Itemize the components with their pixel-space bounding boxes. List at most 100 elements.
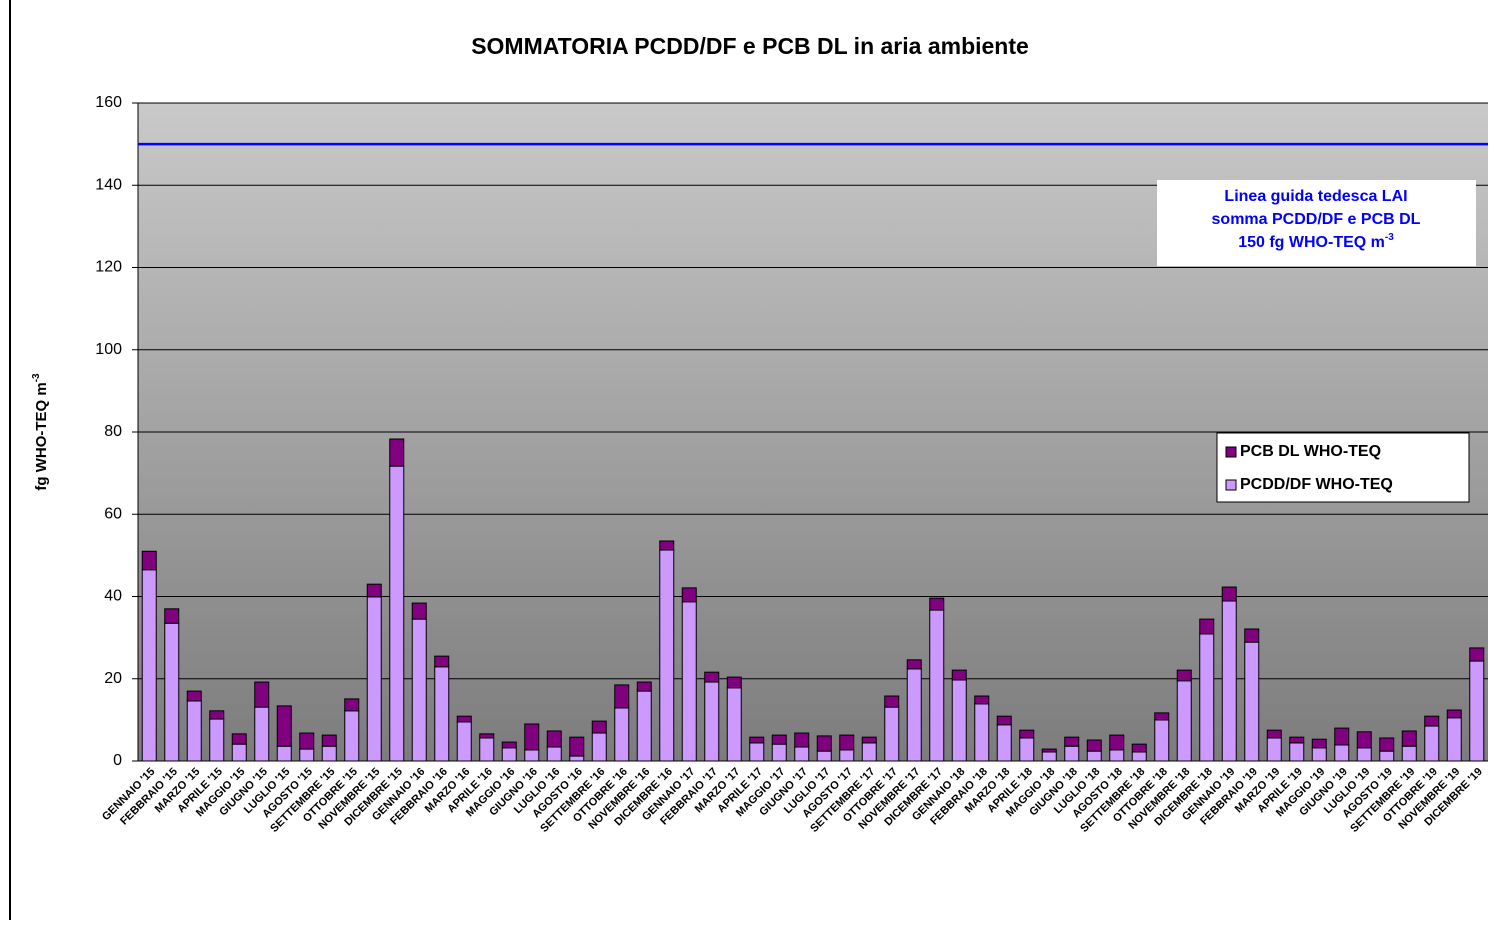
bar-segment <box>929 609 945 762</box>
bar-segment <box>501 747 517 762</box>
bar-segment <box>659 549 675 762</box>
bar-segment <box>1446 717 1462 762</box>
bar-segment <box>141 569 157 762</box>
bar-segment <box>344 710 360 762</box>
bar-segment <box>614 684 630 709</box>
bar-segment <box>456 715 472 723</box>
bar-segment <box>164 608 180 624</box>
bar-segment <box>794 746 810 762</box>
bar-segment <box>276 745 292 762</box>
bar-segment <box>1401 745 1417 762</box>
bar-segment <box>1041 751 1057 762</box>
bar-segment <box>749 742 765 762</box>
bar-segment <box>861 742 877 762</box>
bar-segment <box>569 736 585 757</box>
bar-segment <box>726 676 742 689</box>
bar-segment <box>434 655 450 668</box>
bar-segment <box>1244 641 1260 762</box>
bar-segment <box>951 669 967 681</box>
bar-segment <box>299 748 315 762</box>
bar-segment <box>186 690 202 702</box>
bar-segment <box>434 666 450 762</box>
bar-segment <box>1176 669 1192 682</box>
bar-segment <box>456 721 472 762</box>
bar-segment <box>681 601 697 762</box>
bar-segment <box>1019 737 1035 762</box>
bar-segment <box>816 750 832 762</box>
bar-segment <box>659 540 675 551</box>
annotation-text: Linea guida tedesca LAI <box>1224 188 1407 205</box>
y-tick-label: 100 <box>95 341 122 358</box>
bar-segment <box>1469 647 1485 662</box>
bar-segment <box>209 718 225 762</box>
annotation-text: 150 fg WHO-TEQ m-3 <box>1238 232 1394 251</box>
bar-segment <box>1266 729 1282 739</box>
bar-segment <box>141 550 157 571</box>
bar-segment <box>771 734 787 745</box>
bar-segment <box>366 583 382 598</box>
bar-segment <box>1424 725 1440 762</box>
bar-segment <box>1424 715 1440 727</box>
bar-segment <box>501 741 517 749</box>
bar-segment <box>231 743 247 762</box>
y-axis-label-sup: -3 <box>31 373 42 382</box>
bar-segment <box>1334 727 1350 746</box>
bar-segment <box>254 706 270 762</box>
y-tick-label: 20 <box>104 670 122 687</box>
bar-segment <box>749 736 765 744</box>
bar-segment <box>1221 586 1237 602</box>
bar-segment <box>389 465 405 762</box>
y-tick-label: 0 <box>113 752 122 769</box>
bar-segment <box>996 724 1012 762</box>
bar-segment <box>591 732 607 762</box>
y-tick-label: 160 <box>95 94 122 111</box>
bar-segment <box>321 745 337 762</box>
bar-segment <box>254 681 270 708</box>
bar-segment <box>996 715 1012 726</box>
bar-segment <box>1289 742 1305 762</box>
bar-segment <box>1311 747 1327 762</box>
bar-segment <box>231 733 247 745</box>
bar-segment <box>614 707 630 762</box>
bar-segment <box>1109 749 1125 762</box>
bar-segment <box>1109 734 1125 751</box>
bar-segment <box>1064 736 1080 747</box>
y-tick-label: 140 <box>95 176 122 193</box>
bar-segment <box>1019 729 1035 739</box>
y-tick-label: 60 <box>104 505 122 522</box>
bar-segment <box>1356 747 1372 762</box>
bar-segment <box>1401 730 1417 747</box>
bar-segment <box>299 732 315 750</box>
y-tick-label: 120 <box>95 259 122 276</box>
bar-segment <box>344 698 360 712</box>
bar-segment <box>1176 680 1192 762</box>
bar-segment <box>884 695 900 708</box>
bar-segment <box>861 736 877 744</box>
bar-segment <box>704 681 720 762</box>
bar-segment <box>209 710 225 720</box>
bar-segment <box>389 438 405 467</box>
annotation-text: somma PCDD/DF e PCB DL <box>1212 211 1421 228</box>
bar-segment <box>906 668 922 762</box>
bar-segment <box>974 695 990 705</box>
annotation-text-main: 150 fg WHO-TEQ m <box>1238 234 1385 251</box>
bar-segment <box>929 597 945 611</box>
bar-segment <box>546 746 562 762</box>
bar-segment <box>1334 744 1350 762</box>
bar-segment <box>411 618 427 762</box>
bar-segment <box>1221 600 1237 762</box>
bar-segment <box>951 679 967 762</box>
legend-box <box>1216 432 1470 503</box>
bar-segment <box>1199 618 1215 635</box>
bar-segment <box>524 723 540 751</box>
bar-segment <box>411 602 427 620</box>
bar-segment <box>591 720 607 734</box>
bar-segment <box>1379 750 1395 762</box>
bar-segment <box>681 587 697 603</box>
bar-segment <box>839 749 855 762</box>
bar-segment <box>1244 628 1260 643</box>
bar-segment <box>1266 737 1282 762</box>
bar-segment <box>1289 736 1305 744</box>
bar-segment <box>479 733 495 739</box>
bar-segment <box>884 706 900 762</box>
